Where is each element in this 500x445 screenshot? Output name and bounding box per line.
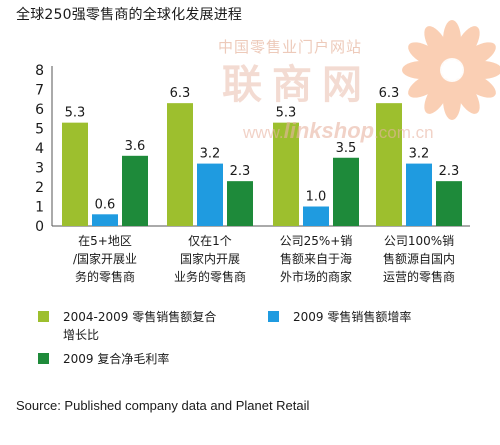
source-note: Source: Published company data and Plane…	[16, 398, 310, 413]
bar	[406, 163, 432, 226]
bar-data-label: 3.2	[200, 147, 221, 162]
category-label: 在5+地区/国家开展业 务的零售商	[52, 232, 158, 286]
y-tick-label: 7	[35, 83, 44, 99]
category-label: 仅在1个国家内开展业务的零售商	[157, 232, 263, 286]
bar-data-label: 1.0	[306, 190, 327, 205]
legend-label-net-margin: 2009 复合净毛利率	[63, 352, 170, 366]
bar	[227, 181, 253, 226]
bar	[92, 214, 118, 226]
legend-swatch-sales-growth	[268, 311, 279, 322]
y-tick-label: 2	[35, 180, 44, 196]
category-label-line: /国家开展业	[72, 252, 138, 266]
bar-data-label: 6.3	[379, 86, 400, 101]
legend-item-cagr: 2004-2009 零售销售额复合 增长比	[38, 308, 216, 344]
bar-data-label: 3.2	[409, 147, 430, 162]
y-tick-label: 4	[35, 141, 44, 157]
legend-swatch-cagr	[38, 311, 49, 322]
legend-item-sales-growth: 2009 零售销售额增率	[268, 308, 411, 326]
category-label-line: 务的零售商	[74, 270, 135, 284]
category-label-line: 公司100%销	[383, 234, 455, 248]
legend-label-cagr-line1: 2004-2009 零售销售额复合	[63, 310, 217, 324]
category-label-line: 外市场的商家	[279, 270, 352, 284]
category-label-line: 运营的零售商	[382, 270, 455, 284]
category-label-line: 售额来自于海	[279, 252, 352, 266]
bar-data-label: 5.3	[276, 106, 297, 121]
bar-data-label: 3.5	[336, 141, 357, 156]
bar-data-label: 6.3	[170, 86, 191, 101]
bar	[122, 155, 148, 226]
y-tick-label: 8	[35, 63, 44, 79]
bar	[376, 103, 402, 226]
bar	[197, 163, 223, 226]
y-tick-label: 6	[35, 102, 44, 118]
bar	[436, 181, 462, 226]
category-label: 公司25%+销 售额来自于海 外市场的商家	[263, 232, 369, 286]
legend-label-sales-growth: 2009 零售销售额增率	[293, 310, 412, 324]
bar-data-label: 2.3	[230, 164, 251, 179]
y-tick-label: 5	[35, 122, 44, 138]
bar-data-label: 5.3	[65, 106, 86, 121]
category-label: 公司100%销 售额源自国内 运营的零售商	[366, 232, 472, 286]
legend-swatch-net-margin	[38, 353, 49, 364]
bar	[333, 157, 359, 226]
y-tick-label: 1	[35, 200, 44, 216]
category-label-line: 售额源自国内	[382, 252, 455, 266]
category-label-line: 业务的零售商	[173, 270, 246, 284]
bar	[167, 103, 193, 226]
bar-data-label: 3.6	[125, 139, 146, 154]
y-tick-label: 0	[35, 219, 44, 235]
legend-text-cagr: 2004-2009 零售销售额复合 增长比	[63, 308, 216, 344]
category-label-line: 国家内开展	[179, 252, 240, 266]
bar	[62, 122, 88, 226]
bar	[273, 122, 299, 226]
chart-title: 全球250强零售商的全球化发展进程	[16, 7, 243, 23]
category-label-line: 仅在1个	[188, 234, 232, 248]
category-label-line: 公司25%+销	[279, 234, 353, 248]
bar-data-label: 2.3	[439, 164, 460, 179]
bar-data-label: 0.6	[95, 197, 116, 212]
legend-label-cagr-line2: 增长比	[63, 328, 100, 342]
bar	[303, 206, 329, 226]
legend-item-net-margin: 2009 复合净毛利率	[38, 350, 169, 368]
category-label-line: 在5+地区	[78, 234, 132, 248]
y-tick-label: 3	[35, 161, 44, 177]
